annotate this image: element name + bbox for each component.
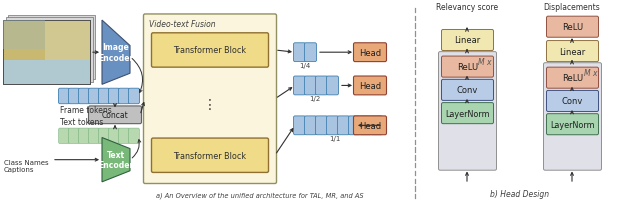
Text: Frame tokens: Frame tokens — [60, 106, 112, 115]
Bar — [3, 21, 90, 85]
FancyBboxPatch shape — [547, 68, 598, 89]
FancyBboxPatch shape — [58, 89, 70, 104]
Polygon shape — [102, 138, 130, 182]
Text: LayerNorm: LayerNorm — [550, 120, 595, 129]
Text: Class Names
Captions: Class Names Captions — [4, 159, 49, 172]
FancyBboxPatch shape — [129, 129, 140, 144]
FancyBboxPatch shape — [88, 129, 99, 144]
Text: M x: M x — [479, 57, 492, 66]
Text: Text tokens: Text tokens — [60, 118, 104, 127]
FancyBboxPatch shape — [326, 116, 339, 135]
Text: Head: Head — [359, 121, 381, 130]
FancyBboxPatch shape — [79, 89, 90, 104]
Text: Video-text Fusion: Video-text Fusion — [149, 20, 216, 29]
Text: Head: Head — [359, 82, 381, 91]
Text: Image
Encoder: Image Encoder — [99, 43, 134, 63]
Text: Linear: Linear — [559, 47, 586, 56]
Bar — [3, 21, 90, 85]
Text: ReLU: ReLU — [457, 63, 478, 72]
Bar — [45, 21, 90, 61]
Text: Linear: Linear — [454, 36, 481, 45]
FancyBboxPatch shape — [547, 114, 598, 135]
FancyBboxPatch shape — [353, 77, 387, 95]
FancyBboxPatch shape — [58, 129, 70, 144]
FancyBboxPatch shape — [109, 89, 120, 104]
Text: Concat: Concat — [102, 111, 129, 120]
Text: Head: Head — [359, 49, 381, 57]
FancyBboxPatch shape — [547, 17, 598, 38]
FancyBboxPatch shape — [547, 41, 598, 62]
Text: LayerNorm: LayerNorm — [445, 109, 490, 118]
FancyBboxPatch shape — [152, 34, 269, 68]
FancyBboxPatch shape — [88, 106, 141, 124]
Polygon shape — [102, 21, 130, 85]
Bar — [6, 18, 93, 82]
FancyBboxPatch shape — [337, 116, 349, 135]
FancyBboxPatch shape — [152, 138, 269, 173]
FancyBboxPatch shape — [68, 89, 79, 104]
FancyBboxPatch shape — [305, 77, 317, 95]
FancyBboxPatch shape — [547, 91, 598, 112]
Text: Conv: Conv — [562, 97, 583, 106]
FancyBboxPatch shape — [442, 103, 493, 124]
FancyBboxPatch shape — [543, 63, 602, 170]
FancyBboxPatch shape — [349, 116, 360, 135]
Bar — [3, 21, 90, 61]
Text: 1/1: 1/1 — [330, 136, 340, 142]
Bar — [3, 21, 45, 50]
Text: Relevancy score: Relevancy score — [436, 3, 498, 12]
FancyBboxPatch shape — [99, 129, 109, 144]
FancyBboxPatch shape — [305, 116, 317, 135]
FancyBboxPatch shape — [442, 57, 493, 78]
Text: Transformer Block: Transformer Block — [173, 151, 246, 160]
Text: ReLU: ReLU — [562, 23, 583, 32]
FancyBboxPatch shape — [294, 77, 305, 95]
Text: Displacements: Displacements — [543, 3, 600, 12]
FancyBboxPatch shape — [129, 89, 140, 104]
FancyBboxPatch shape — [294, 44, 305, 62]
Text: Transformer Block: Transformer Block — [173, 46, 246, 55]
FancyBboxPatch shape — [294, 116, 305, 135]
Text: b) Head Design: b) Head Design — [490, 190, 550, 198]
FancyBboxPatch shape — [442, 80, 493, 101]
FancyBboxPatch shape — [353, 116, 387, 135]
FancyBboxPatch shape — [438, 52, 497, 170]
Text: ReLU: ReLU — [562, 74, 583, 83]
Text: Text
Encoder: Text Encoder — [99, 150, 134, 170]
Bar — [8, 16, 95, 79]
FancyBboxPatch shape — [118, 129, 129, 144]
FancyBboxPatch shape — [99, 89, 109, 104]
FancyBboxPatch shape — [118, 89, 129, 104]
FancyBboxPatch shape — [442, 30, 493, 51]
FancyBboxPatch shape — [360, 116, 371, 135]
FancyBboxPatch shape — [68, 129, 79, 144]
Text: 1/2: 1/2 — [309, 96, 321, 102]
FancyBboxPatch shape — [326, 77, 339, 95]
Text: ⋮: ⋮ — [203, 98, 217, 112]
FancyBboxPatch shape — [316, 116, 328, 135]
Text: 1/4: 1/4 — [300, 63, 310, 69]
Text: M x: M x — [584, 68, 597, 77]
Text: a) An Overview of the unified architecture for TAL, MR, and AS: a) An Overview of the unified architectu… — [156, 192, 364, 198]
FancyBboxPatch shape — [371, 116, 383, 135]
FancyBboxPatch shape — [143, 15, 276, 184]
Text: Conv: Conv — [457, 86, 478, 95]
FancyBboxPatch shape — [88, 89, 99, 104]
FancyBboxPatch shape — [305, 44, 317, 62]
FancyBboxPatch shape — [109, 129, 120, 144]
FancyBboxPatch shape — [79, 129, 90, 144]
FancyBboxPatch shape — [353, 44, 387, 62]
FancyBboxPatch shape — [316, 77, 328, 95]
